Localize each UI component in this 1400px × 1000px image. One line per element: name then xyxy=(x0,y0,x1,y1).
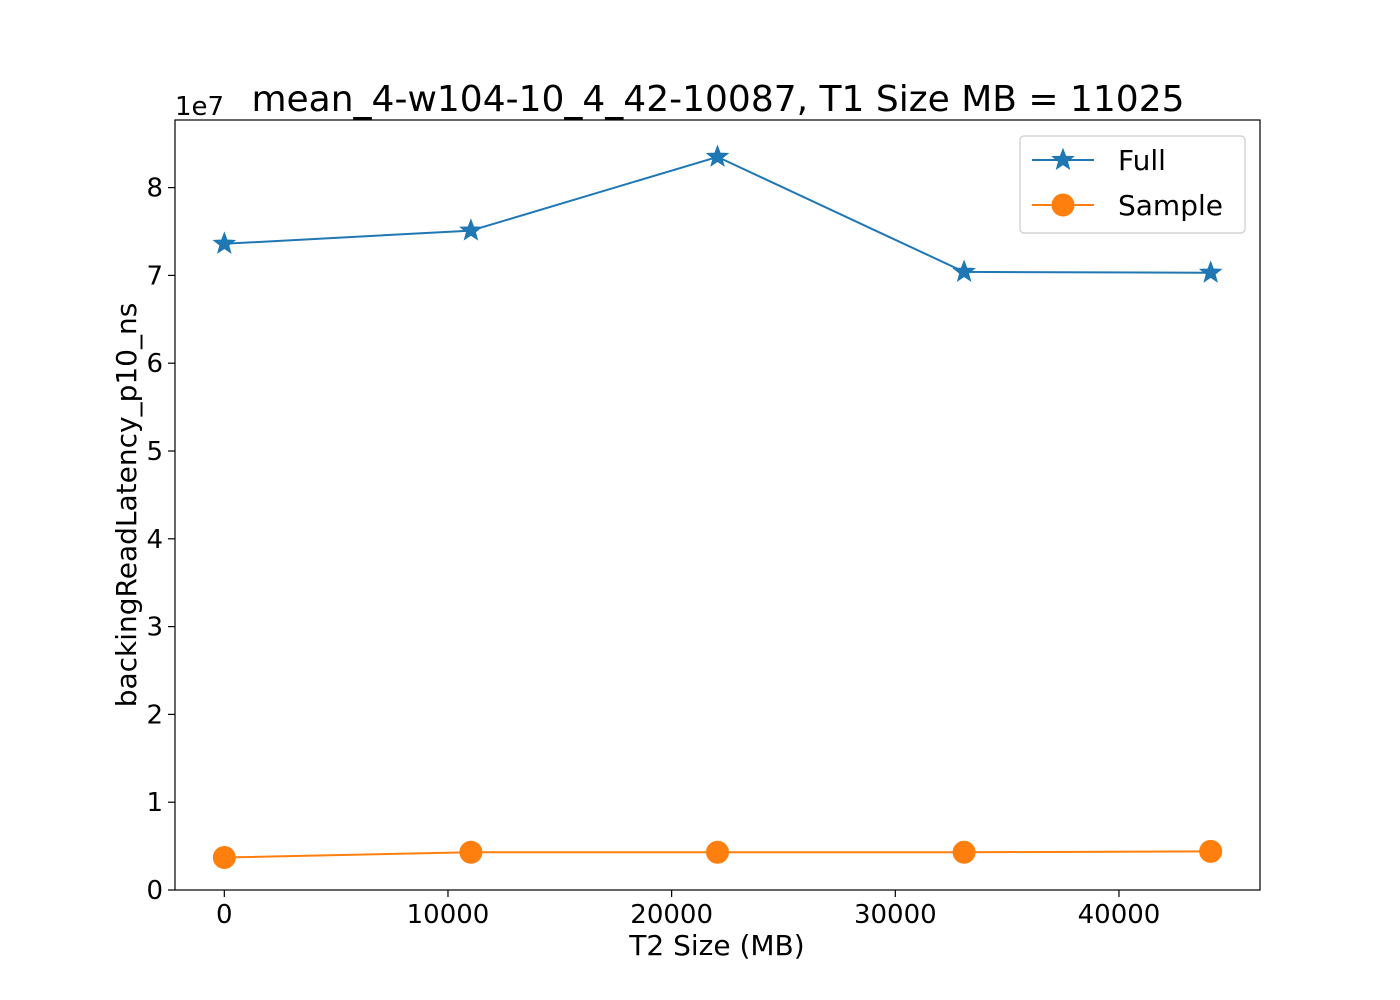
y-tick-label: 8 xyxy=(146,174,163,204)
y-tick-label: 5 xyxy=(146,437,163,467)
chart-title: mean_4-w104-10_4_42-10087, T1 Size MB = … xyxy=(251,79,1184,120)
sample-point xyxy=(706,840,729,864)
sample-point xyxy=(459,840,483,864)
legend-full-marker xyxy=(1051,147,1075,171)
y-scale-label: 1e7 xyxy=(175,92,224,122)
y-tick-label: 1 xyxy=(146,788,163,818)
series-layer xyxy=(212,144,1223,870)
legend-sample-label: Sample xyxy=(1118,189,1223,222)
full-point xyxy=(212,231,237,254)
sample-point xyxy=(1199,839,1223,863)
legend-full-label: Full xyxy=(1118,144,1166,177)
full-point xyxy=(459,218,483,241)
y-tick-label: 3 xyxy=(146,613,163,643)
full-point xyxy=(1198,260,1223,283)
sample-point xyxy=(952,840,976,864)
x-tick-label: 30000 xyxy=(854,900,937,930)
sample-point xyxy=(212,846,236,870)
legend-sample-marker xyxy=(1051,193,1075,217)
full-point xyxy=(952,259,976,282)
x-axis-label: T2 Size (MB) xyxy=(628,929,804,962)
y-tick-label: 0 xyxy=(146,876,163,906)
x-tick-label: 0 xyxy=(216,900,233,930)
plot-frame xyxy=(174,119,1261,891)
y-tick-label: 7 xyxy=(146,261,163,291)
y-tick-label: 6 xyxy=(146,349,163,379)
x-tick-label: 40000 xyxy=(1078,900,1161,930)
y-tick-label: 4 xyxy=(146,525,163,555)
x-tick-label: 10000 xyxy=(407,900,490,930)
x-tick-label: 20000 xyxy=(630,900,713,930)
legend: Full Sample xyxy=(1019,135,1246,234)
y-tick-label: 2 xyxy=(146,700,163,730)
x-axis-ticks: 0 10000 20000 30000 40000 xyxy=(216,890,1160,930)
y-axis-ticks: 0 1 2 3 4 5 6 7 8 xyxy=(146,174,175,906)
full-point xyxy=(705,144,730,167)
y-axis-label: backingReadLatency_p10_ns xyxy=(110,303,143,708)
